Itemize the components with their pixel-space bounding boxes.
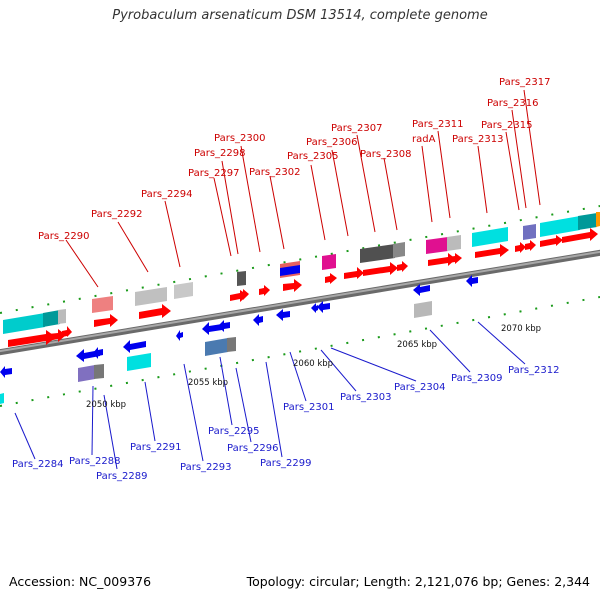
reverse-gene-labels[interactable]: Pars_2284 Pars_2288 Pars_2289 Pars_2291 … xyxy=(12,365,559,482)
gene-label-pars-2304[interactable]: Pars_2304 xyxy=(394,382,445,393)
gene-label-pars-2316[interactable]: Pars_2316 xyxy=(487,98,538,109)
gene-label-pars-2296[interactable]: Pars_2296 xyxy=(227,443,278,454)
gene-label-pars-2284[interactable]: Pars_2284 xyxy=(12,459,63,470)
gene-label-pars-2305[interactable]: Pars_2305 xyxy=(287,151,338,162)
gene-label-pars-2312[interactable]: Pars_2312 xyxy=(508,365,559,376)
gene-label-pars-2300[interactable]: Pars_2300 xyxy=(214,133,265,144)
gene-label-pars-2299[interactable]: Pars_2299 xyxy=(260,458,311,469)
reverse-leader-lines xyxy=(14,321,526,470)
genome-summary-text: Topology: circular; Length: 2,121,076 bp… xyxy=(246,574,590,589)
gene-label-pars-2315[interactable]: Pars_2315 xyxy=(481,120,532,131)
forward-leader-lines xyxy=(65,89,541,288)
gene-label-pars-2294[interactable]: Pars_2294 xyxy=(141,189,192,200)
gene-label-pars-2317[interactable]: Pars_2317 xyxy=(499,77,550,88)
kbp-label-2070: 2070 kbp xyxy=(501,324,541,334)
gene-label-pars-2307[interactable]: Pars_2307 xyxy=(331,123,382,134)
kbp-label-2055: 2055 kbp xyxy=(188,378,228,388)
forward-gene-labels[interactable]: Pars_2290 Pars_2292 Pars_2294 Pars_2297 … xyxy=(38,77,550,242)
gene-label-pars-2297[interactable]: Pars_2297 xyxy=(188,168,239,179)
kbp-label-2050: 2050 kbp xyxy=(86,400,126,410)
gene-label-pars-2298[interactable]: Pars_2298 xyxy=(194,148,245,159)
feature-overlay xyxy=(280,265,300,276)
gene-label-pars-2290[interactable]: Pars_2290 xyxy=(38,231,89,242)
feature-boxes-lower xyxy=(0,301,432,404)
gene-label-rada[interactable]: radA xyxy=(412,134,436,145)
gene-label-pars-2291[interactable]: Pars_2291 xyxy=(130,442,181,453)
reverse-gene-arrows xyxy=(0,275,478,378)
kbp-scale: 2050 kbp 2055 kbp 2060 kbp 2065 kbp 2070… xyxy=(86,324,541,410)
gene-label-pars-2302[interactable]: Pars_2302 xyxy=(249,167,300,178)
genome-backbone xyxy=(0,249,600,356)
accession-text: Accession: NC_009376 xyxy=(9,574,152,589)
gene-label-pars-2303[interactable]: Pars_2303 xyxy=(340,392,391,403)
gene-label-pars-2306[interactable]: Pars_2306 xyxy=(306,137,357,148)
kbp-label-2060: 2060 kbp xyxy=(293,359,333,369)
gene-label-pars-2311[interactable]: Pars_2311 xyxy=(412,119,463,130)
kbp-label-2065: 2065 kbp xyxy=(397,340,437,350)
gene-label-pars-2295[interactable]: Pars_2295 xyxy=(208,426,259,437)
gene-label-pars-2308[interactable]: Pars_2308 xyxy=(360,149,411,160)
gene-label-pars-2288[interactable]: Pars_2288 xyxy=(69,456,120,467)
gene-label-pars-2292[interactable]: Pars_2292 xyxy=(91,209,142,220)
gene-label-pars-2289[interactable]: Pars_2289 xyxy=(96,471,147,482)
tick-tracks xyxy=(0,205,600,407)
gene-label-pars-2293[interactable]: Pars_2293 xyxy=(180,462,231,473)
feature-boxes-upper xyxy=(3,212,600,334)
forward-gene-arrows xyxy=(8,228,598,347)
genome-title: Pyrobaculum arsenaticum DSM 13514, compl… xyxy=(112,8,488,23)
gene-label-pars-2301[interactable]: Pars_2301 xyxy=(283,402,334,413)
gene-label-pars-2309[interactable]: Pars_2309 xyxy=(451,373,502,384)
gene-label-pars-2313[interactable]: Pars_2313 xyxy=(452,134,503,145)
